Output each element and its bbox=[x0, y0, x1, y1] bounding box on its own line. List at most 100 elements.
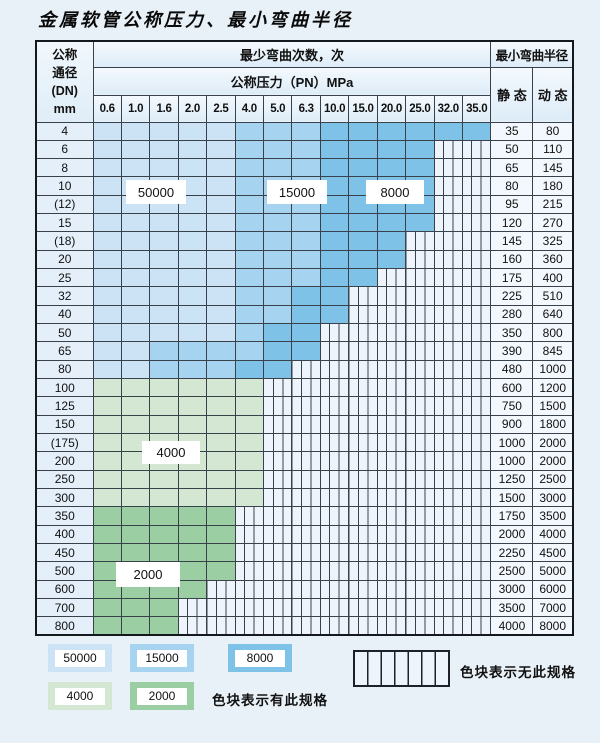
spec-cell-6.3 bbox=[291, 488, 321, 508]
spec-cell-1.0 bbox=[120, 359, 151, 380]
spec-cell-32.0 bbox=[433, 139, 463, 160]
spec-cell-4.0 bbox=[234, 561, 265, 581]
spec-cell-10.0 bbox=[319, 323, 350, 343]
spec-cell-2.0 bbox=[177, 213, 208, 233]
static-radius-cell: 50 bbox=[490, 139, 534, 160]
table-row: 250 1250 2500 bbox=[35, 469, 574, 490]
spec-cell-1.0 bbox=[120, 323, 151, 343]
spec-cell-35.0 bbox=[461, 469, 492, 490]
static-radius-cell: 1250 bbox=[490, 469, 534, 490]
spec-cell-2.5 bbox=[206, 378, 236, 398]
dynamic-radius-cell: 215 bbox=[532, 194, 574, 215]
spec-cell-1.0 bbox=[120, 121, 151, 141]
spec-cell-10.0 bbox=[319, 451, 350, 471]
spec-cell-0.6 bbox=[92, 194, 122, 215]
dn-cell: 250 bbox=[35, 469, 94, 490]
spec-cell-1.0 bbox=[120, 524, 151, 545]
dn-cell: (12) bbox=[35, 194, 94, 215]
spec-cell-32.0 bbox=[433, 121, 463, 141]
spec-cell-25.0 bbox=[405, 213, 435, 233]
spec-cell-6.3 bbox=[291, 451, 321, 471]
static-radius-cell: 390 bbox=[490, 341, 534, 361]
spec-cell-4.0 bbox=[234, 231, 265, 251]
spec-cell-2.5 bbox=[206, 396, 236, 416]
spec-cell-25.0 bbox=[405, 341, 435, 361]
dynamic-radius-cell: 640 bbox=[532, 304, 574, 325]
spec-cell-25.0 bbox=[405, 506, 435, 526]
spec-cell-15.0 bbox=[348, 268, 378, 288]
spec-cell-4.0 bbox=[234, 323, 265, 343]
legend-swatch-label: 15000 bbox=[137, 649, 187, 667]
spec-cell-6.3 bbox=[291, 323, 321, 343]
spec-cell-0.6 bbox=[92, 158, 122, 178]
dynamic-radius-cell: 3500 bbox=[532, 506, 574, 526]
spec-cell-1.6 bbox=[149, 396, 179, 416]
table-row: 400 2000 4000 bbox=[35, 524, 574, 545]
spec-cell-20.0 bbox=[376, 524, 407, 545]
spec-cell-2.0 bbox=[177, 286, 208, 306]
spec-cell-15.0 bbox=[348, 213, 378, 233]
spec-cell-32.0 bbox=[433, 579, 463, 600]
dn-cell: 150 bbox=[35, 414, 94, 435]
pressure-column-header: 2.5 bbox=[206, 94, 236, 123]
spec-cell-20.0 bbox=[376, 121, 407, 141]
spec-cell-1.0 bbox=[120, 139, 151, 160]
spec-cell-1.0 bbox=[120, 396, 151, 416]
spec-cell-6.3 bbox=[291, 378, 321, 398]
spec-cell-25.0 bbox=[405, 561, 435, 581]
spec-cell-5.0 bbox=[263, 414, 293, 435]
spec-cell-35.0 bbox=[461, 506, 492, 526]
dynamic-radius-cell: 2500 bbox=[532, 469, 574, 490]
spec-cell-6.3 bbox=[291, 121, 321, 141]
spec-cell-0.6 bbox=[92, 139, 122, 160]
table-row: 600 3000 6000 bbox=[35, 579, 574, 600]
pressure-values-row: 0.6 1.0 1.6 2.0 2.5 4.0 5.0 6.3 10.0 15.0 20.0 25.0… bbox=[36, 94, 573, 123]
spec-cell-5.0 bbox=[263, 249, 293, 270]
dn-cell: 25 bbox=[35, 268, 94, 288]
table-row: (175) 1000 2000 bbox=[35, 433, 574, 453]
spec-cell-10.0 bbox=[319, 469, 350, 490]
spec-cell-2.5 bbox=[206, 323, 236, 343]
dynamic-radius-cell: 145 bbox=[532, 158, 574, 178]
spec-cell-1.6 bbox=[149, 286, 179, 306]
spec-cell-35.0 bbox=[461, 213, 492, 233]
spec-cell-1.0 bbox=[120, 286, 151, 306]
dn-cell: 80 bbox=[35, 359, 94, 380]
spec-cell-20.0 bbox=[376, 433, 407, 453]
static-radius-cell: 1000 bbox=[490, 433, 534, 453]
dynamic-radius-cell: 1500 bbox=[532, 396, 574, 416]
spec-cell-4.0 bbox=[234, 451, 265, 471]
spec-cell-5.0 bbox=[263, 524, 293, 545]
static-radius-cell: 160 bbox=[490, 249, 534, 270]
table-row: 50 350 800 bbox=[35, 323, 574, 343]
table-row: 40 280 640 bbox=[35, 304, 574, 325]
spec-cell-35.0 bbox=[461, 359, 492, 380]
spec-cell-15.0 bbox=[348, 469, 378, 490]
spec-cell-15.0 bbox=[348, 158, 378, 178]
spec-cell-4.0 bbox=[234, 506, 265, 526]
spec-cell-10.0 bbox=[319, 524, 350, 545]
page-title: 金属软管公称压力、最小弯曲半径 bbox=[38, 10, 353, 31]
dynamic-column-header: 动 态 bbox=[532, 66, 574, 123]
pressure-column-header: 2.0 bbox=[177, 94, 208, 123]
dynamic-radius-cell: 845 bbox=[532, 341, 574, 361]
spec-cell-2.0 bbox=[177, 121, 208, 141]
legend-swatch-15000: 15000 bbox=[130, 644, 194, 672]
spec-cell-5.0 bbox=[263, 158, 293, 178]
spec-cell-0.6 bbox=[92, 396, 122, 416]
spec-cell-1.0 bbox=[120, 304, 151, 325]
spec-cell-32.0 bbox=[433, 378, 463, 398]
spec-cell-35.0 bbox=[461, 451, 492, 471]
spec-cell-32.0 bbox=[433, 469, 463, 490]
spec-cell-2.0 bbox=[177, 139, 208, 160]
spec-cell-2.0 bbox=[177, 268, 208, 288]
spec-cell-6.3 bbox=[291, 598, 321, 618]
spec-cell-6.3 bbox=[291, 341, 321, 361]
spec-cell-0.6 bbox=[92, 598, 122, 618]
spec-cell-2.0 bbox=[177, 378, 208, 398]
table-row: 800 4000 8000 bbox=[35, 616, 574, 636]
dn-cell: 20 bbox=[35, 249, 94, 270]
spec-cell-4.0 bbox=[234, 598, 265, 618]
spec-cell-1.6 bbox=[149, 323, 179, 343]
